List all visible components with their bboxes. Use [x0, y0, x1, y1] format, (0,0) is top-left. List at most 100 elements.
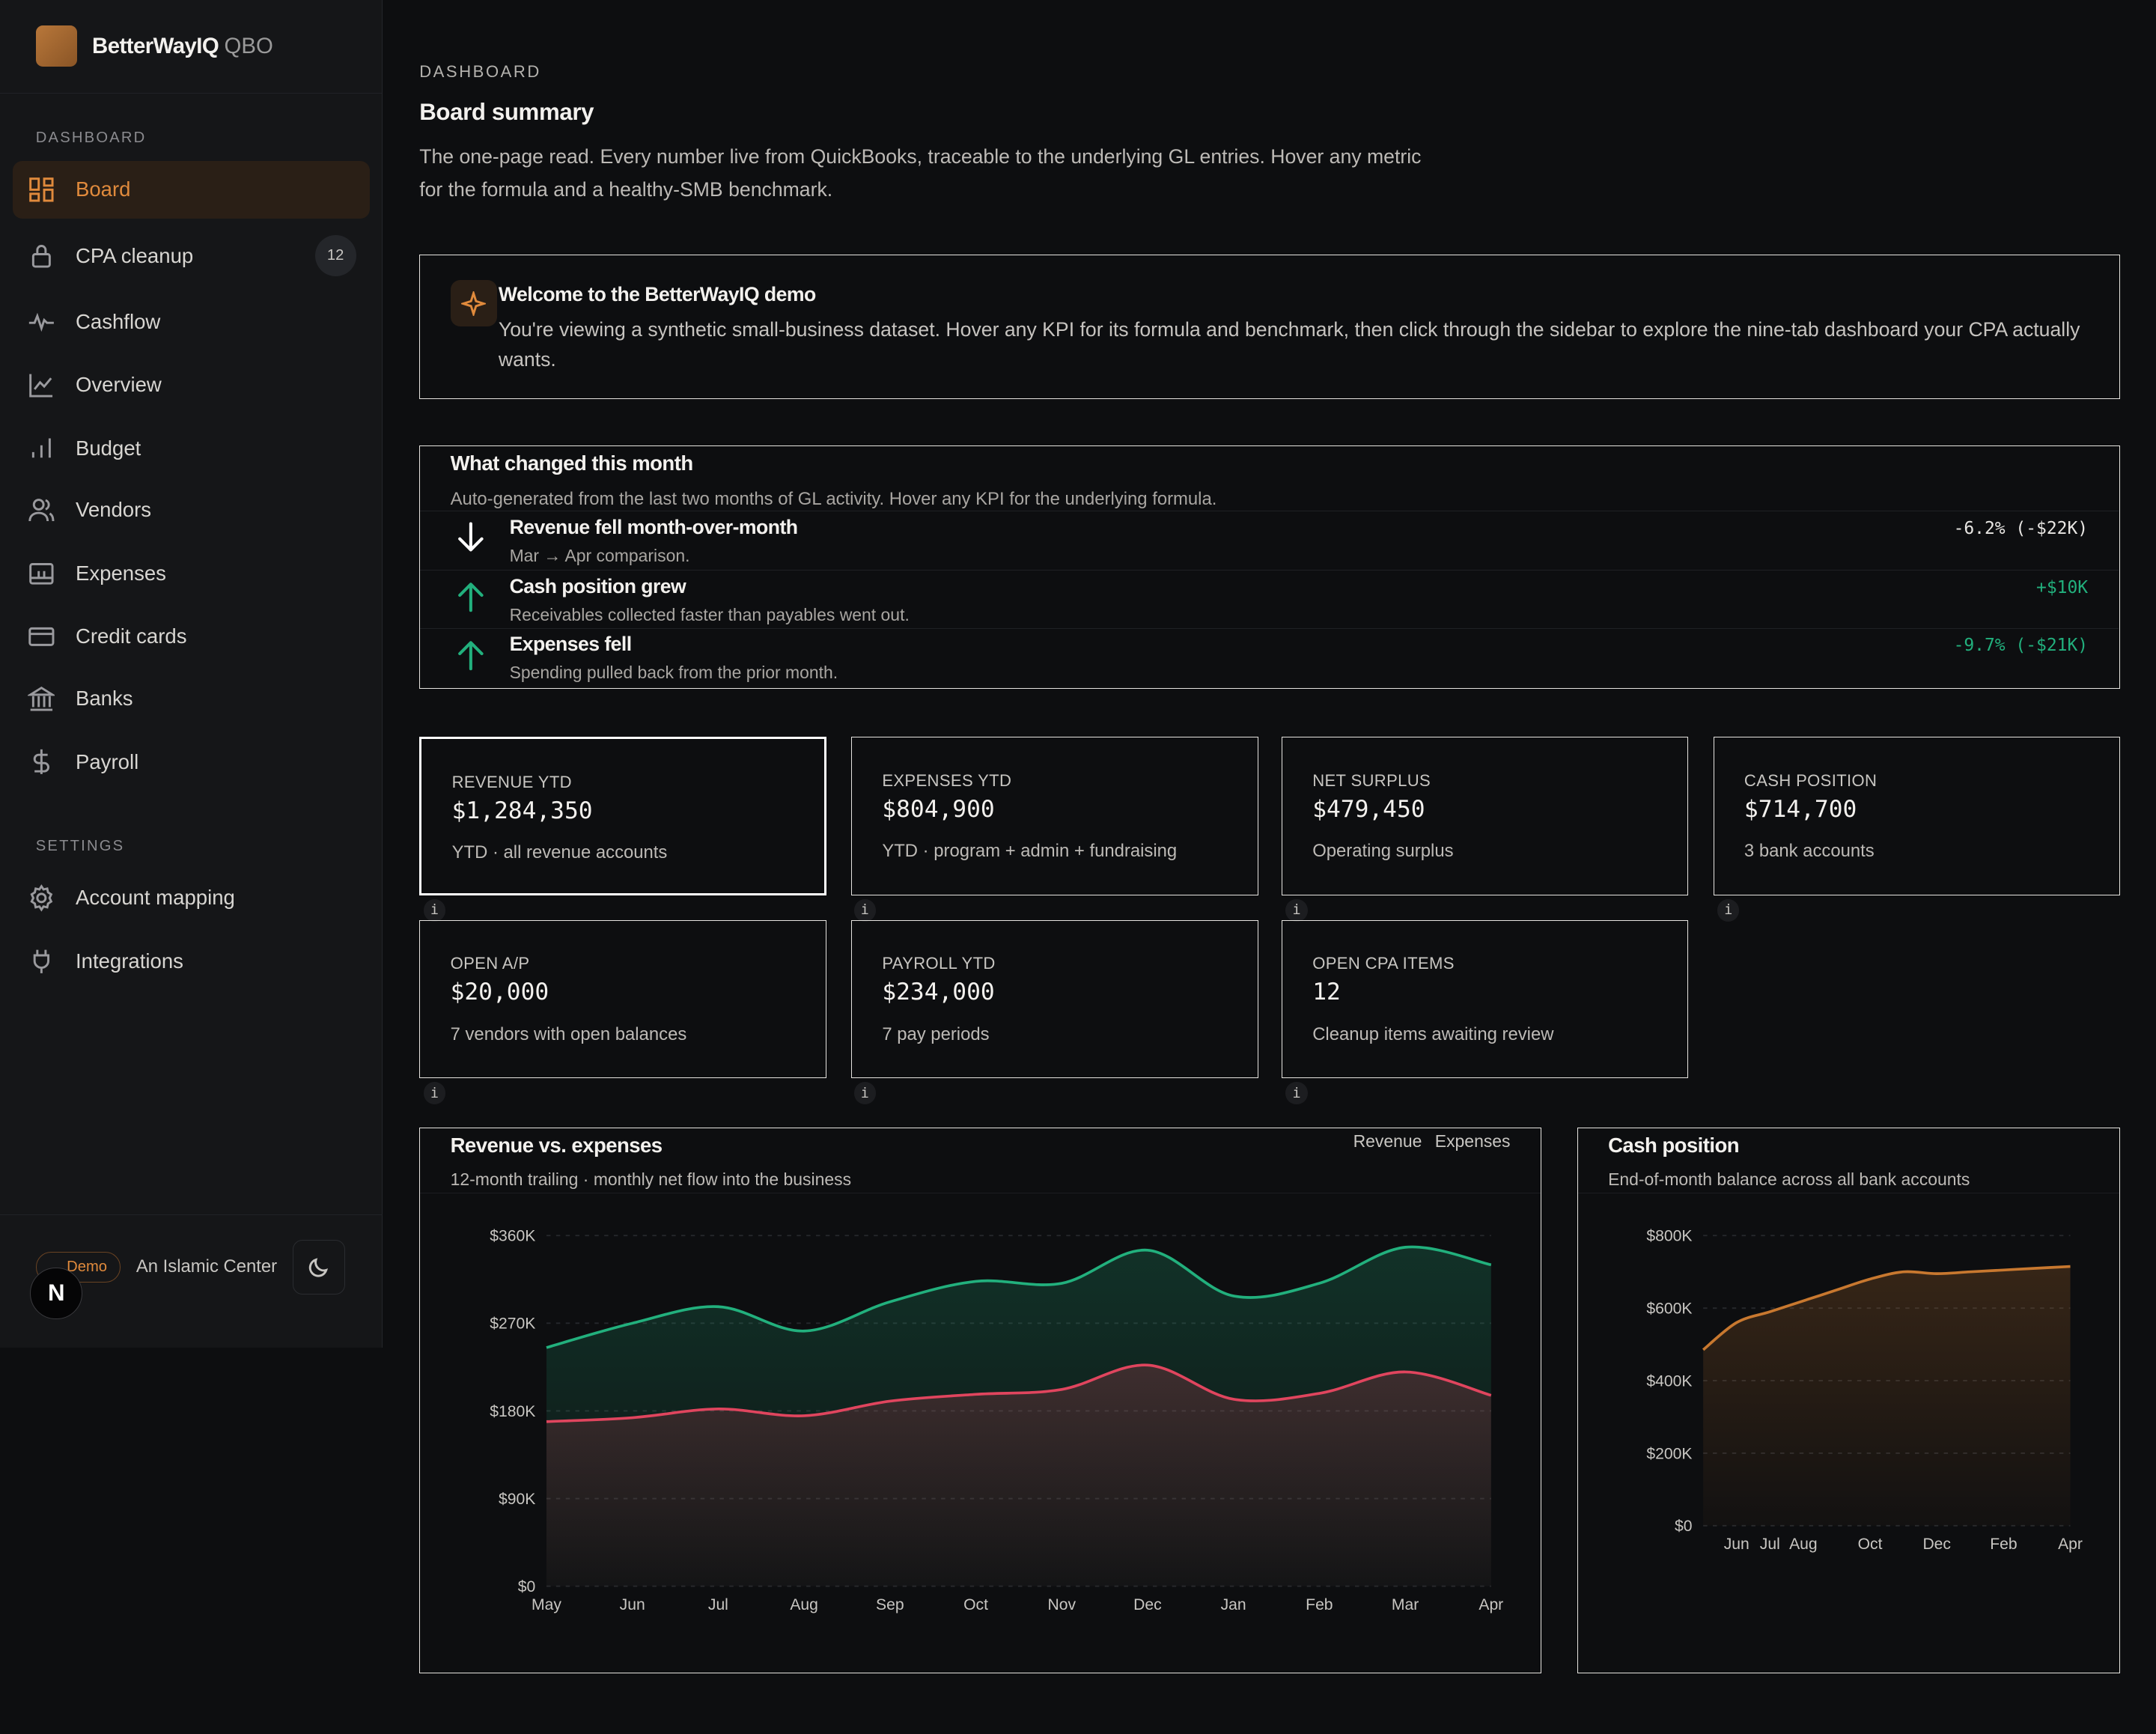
arrow-up-icon [453, 579, 489, 615]
info-icon[interactable]: i [853, 1082, 876, 1104]
x-tick-label: Jul [708, 1596, 728, 1613]
org-name[interactable]: An Islamic Center [135, 1256, 278, 1277]
info-icon[interactable]: i [1285, 1082, 1308, 1104]
brand-name: BetterWayIQ [92, 33, 219, 58]
chart-subtitle: End-of-month balance across all bank acc… [1608, 1169, 1970, 1190]
kpi-card-payroll-ytd[interactable]: PAYROLL YTD $234,000 7 pay periods [850, 919, 1258, 1078]
credit-card-icon [28, 623, 55, 651]
y-tick-label: $0 [518, 1578, 535, 1595]
kpi-card-expenses-ytd[interactable]: EXPENSES YTD $804,900 YTD · program + ad… [850, 737, 1258, 895]
legend-item-revenue[interactable]: Revenue [1353, 1131, 1422, 1151]
sidebar-item-payroll[interactable]: Payroll [13, 733, 371, 791]
info-icon[interactable]: i [853, 899, 876, 922]
x-tick-label: Jun [620, 1596, 645, 1613]
kpi-label: OPEN CPA ITEMS [1312, 953, 1455, 973]
kpi-card-cash-position[interactable]: CASH POSITION $714,700 3 bank accounts [1713, 737, 2121, 895]
x-tick-label: Jul [1759, 1536, 1779, 1553]
change-value: -6.2% (-$22K) [1953, 518, 2089, 538]
series-line-cash[interactable] [1702, 1265, 2071, 1351]
sidebar-item-budget[interactable]: Budget [13, 419, 371, 477]
avatar[interactable]: N [30, 1267, 83, 1320]
change-value: -9.7% (-$21K) [1953, 635, 2089, 655]
kpi-card-open-ap[interactable]: OPEN A/P $20,000 7 vendors with open bal… [419, 919, 826, 1078]
page-description: The one-page read. Every number live fro… [419, 145, 1422, 201]
info-icon[interactable]: i [1285, 899, 1308, 922]
series-area-expenses [546, 1365, 1491, 1587]
sidebar-item-label: Budget [75, 436, 141, 460]
x-tick-label: Dec [1922, 1536, 1951, 1553]
kpi-label: CASH POSITION [1744, 770, 1878, 790]
kpi-card-revenue-ytd[interactable]: REVENUE YTD $1,284,350 YTD · all revenue… [419, 737, 826, 895]
page-eyebrow: DASHBOARD [419, 61, 541, 81]
info-icon[interactable]: i [1717, 899, 1740, 922]
kpi-label: OPEN A/P [450, 953, 530, 973]
change-row[interactable]: Revenue fell month-over-month Mar → Apr … [420, 511, 2119, 570]
lock-icon [28, 242, 55, 270]
info-icon[interactable]: i [423, 1082, 446, 1104]
series-area-cash [1702, 1266, 2071, 1526]
sidebar-item-cpa-cleanup[interactable]: CPA cleanup 12 [13, 227, 371, 285]
sidebar-item-label: Integrations [75, 949, 183, 973]
chart-title: Revenue vs. expenses [450, 1134, 663, 1157]
x-tick-label: Jan [1221, 1596, 1246, 1613]
plug-icon [28, 947, 55, 975]
chart-subtitle: 12-month trailing · monthly net flow int… [450, 1169, 852, 1190]
kpi-value: 12 [1312, 978, 1341, 1006]
series-line-revenue[interactable] [546, 1245, 1492, 1349]
welcome-text: You're viewing a synthetic small-busines… [498, 317, 2080, 371]
kpi-subtitle: YTD · program + admin + fundraising [882, 841, 1178, 862]
kpi-label: EXPENSES YTD [882, 770, 1012, 790]
sidebar-item-label: Overview [75, 373, 162, 397]
sidebar-item-integrations[interactable]: Integrations [13, 932, 371, 990]
kpi-value: $479,450 [1312, 795, 1425, 823]
nav-section-dashboard: DASHBOARD [35, 129, 147, 146]
brand[interactable]: BetterWayIQ QBO [0, 0, 382, 94]
x-tick-label: Aug [791, 1596, 819, 1613]
change-title: Cash position grew [509, 574, 686, 597]
kpi-value: $714,700 [1744, 795, 1857, 823]
info-icon[interactable]: i [423, 899, 446, 922]
arrow-up-icon [453, 637, 489, 673]
y-tick-label: $180K [490, 1403, 535, 1420]
sidebar-item-vendors[interactable]: Vendors [13, 481, 371, 539]
welcome-title: Welcome to the BetterWayIQ demo [498, 282, 816, 305]
kpi-label: PAYROLL YTD [882, 953, 996, 973]
x-tick-label: Apr [2058, 1536, 2083, 1553]
bar-chart-icon [28, 434, 55, 462]
brand-logo [35, 25, 77, 67]
sidebar-item-credit-cards[interactable]: Credit cards [13, 608, 371, 666]
gear-icon [28, 884, 55, 912]
change-row[interactable]: Expenses fell Spending pulled back from … [420, 627, 2119, 687]
theme-toggle-button[interactable] [293, 1239, 345, 1295]
y-tick-label: $270K [490, 1315, 535, 1333]
nav-section-settings: SETTINGS [35, 837, 125, 854]
kpi-subtitle: Cleanup items awaiting review [1312, 1023, 1554, 1044]
x-tick-label: Mar [1392, 1596, 1419, 1613]
kpi-card-net-surplus[interactable]: NET SURPLUS $479,450 Operating surplus [1281, 737, 1689, 895]
cash-position-chart-card: Cash position End-of-month balance acros… [1577, 1128, 2121, 1674]
kpi-value: $234,000 [882, 978, 995, 1006]
sidebar-item-label: Vendors [75, 498, 152, 522]
x-tick-label: Nov [1048, 1596, 1077, 1613]
sidebar-item-account-mapping[interactable]: Account mapping [13, 869, 371, 927]
x-tick-label: Aug [1789, 1536, 1818, 1553]
kpi-subtitle: 7 pay periods [882, 1023, 990, 1044]
legend-item-expenses[interactable]: Expenses [1434, 1131, 1511, 1151]
section-title: What changed this month [450, 451, 694, 475]
sidebar: BetterWayIQ QBO DASHBOARD Board CPA clea… [0, 0, 383, 1348]
brand-suffix: QBO [224, 33, 273, 58]
x-tick-label: Apr [1479, 1596, 1504, 1613]
sidebar-item-cashflow[interactable]: Cashflow [13, 293, 371, 350]
series-line-expenses[interactable] [546, 1363, 1492, 1423]
y-tick-label: $400K [1646, 1372, 1692, 1390]
sidebar-item-banks[interactable]: Banks [13, 669, 371, 727]
sidebar-item-overview[interactable]: Overview [13, 356, 371, 414]
x-tick-label: Sep [876, 1596, 904, 1613]
kpi-label: REVENUE YTD [451, 772, 572, 791]
sidebar-item-expenses[interactable]: Expenses [13, 544, 371, 602]
kpi-label: NET SURPLUS [1312, 770, 1431, 790]
kpi-card-open-cpa-items[interactable]: OPEN CPA ITEMS 12 Cleanup items awaiting… [1281, 919, 1689, 1078]
change-row[interactable]: Cash position grew Receivables collected… [420, 570, 2119, 629]
y-tick-label: $0 [1675, 1518, 1692, 1535]
sidebar-item-board[interactable]: Board [12, 160, 371, 219]
